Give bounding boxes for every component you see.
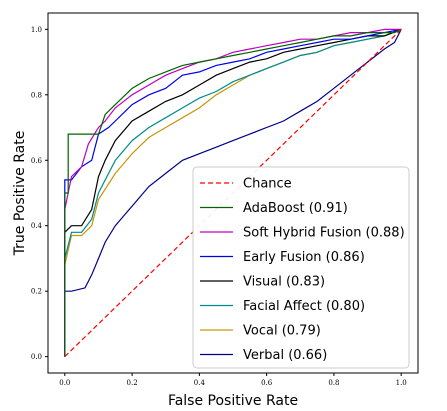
x-tick-label: 0.6 <box>261 379 273 387</box>
x-tick-label: 0.0 <box>59 379 70 387</box>
x-axis-title: False Positive Rate <box>168 393 298 409</box>
y-tick-label: 0.8 <box>31 91 42 99</box>
legend-label-adaboost: AdaBoost (0.91) <box>243 201 348 216</box>
x-tick-label: 1.0 <box>396 379 407 387</box>
x-axis-ticks: 0.0 0.2 0.4 0.6 0.8 1.0 <box>59 373 407 387</box>
legend-label-visual: Visual (0.83) <box>243 275 325 290</box>
x-tick-label: 0.8 <box>328 379 339 387</box>
legend: Chance AdaBoost (0.91) Soft Hybrid Fusion … <box>192 166 410 369</box>
y-axis-ticks: 0.0 0.2 0.4 0.6 0.8 1.0 <box>31 26 48 361</box>
series-line-adaboost <box>64 28 402 357</box>
y-tick-label: 0.0 <box>31 353 42 361</box>
legend-box <box>192 166 410 369</box>
y-axis-title: True Positive Rate <box>12 131 28 257</box>
x-tick-label: 0.4 <box>194 379 206 387</box>
y-tick-label: 0.4 <box>31 222 43 230</box>
legend-label-chance: Chance <box>243 177 292 192</box>
legend-label-facial-affect: Facial Affect (0.80) <box>243 299 365 314</box>
series-line-facial-affect <box>64 28 402 357</box>
legend-label-vocal: Vocal (0.79) <box>243 324 321 339</box>
x-tick-label: 0.2 <box>127 379 138 387</box>
series-line-visual <box>64 28 402 357</box>
y-tick-label: 0.6 <box>31 157 43 165</box>
plot-frame <box>47 12 419 374</box>
y-tick-label: 0.2 <box>31 288 42 296</box>
legend-label-verbal: Verbal (0.66) <box>243 348 327 363</box>
y-tick-label: 1.0 <box>31 26 42 34</box>
series-line-early-fusion <box>64 28 402 357</box>
legend-label-soft-hybrid-fusion: Soft Hybrid Fusion (0.88) <box>243 226 405 241</box>
legend-label-early-fusion: Early Fusion (0.86) <box>243 250 365 265</box>
series-line-verbal <box>64 29 402 357</box>
